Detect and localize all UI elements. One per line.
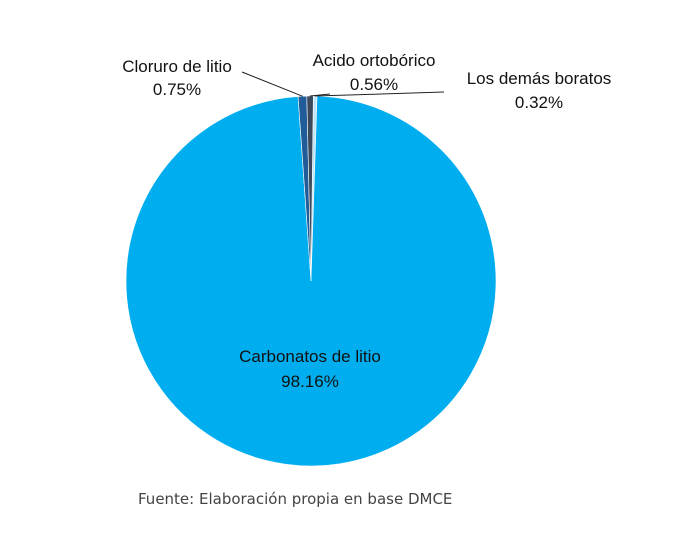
label-cloruro-value: 0.75%: [153, 80, 201, 99]
label-carbonatos-name: Carbonatos de litio: [239, 347, 381, 366]
label-borates-value: 0.32%: [515, 93, 563, 112]
leader-lines: [241, 71, 445, 97]
source-note: Fuente: Elaboración propia en base DMCE: [138, 490, 453, 508]
slice-carbonatos: [125, 95, 497, 467]
label-carbonatos-value: 98.16%: [281, 372, 339, 391]
leader-cloruro: [241, 71, 303, 97]
label-acido-value: 0.56%: [350, 75, 398, 94]
leader-acido: [310, 93, 331, 97]
label-cloruro-name: Cloruro de litio: [122, 57, 232, 76]
label-borates-name: Los demás boratos: [467, 69, 612, 88]
label-acido-name: Acido ortobórico: [313, 51, 436, 70]
leader-borates: [315, 91, 445, 97]
pie-slices: [125, 95, 497, 467]
